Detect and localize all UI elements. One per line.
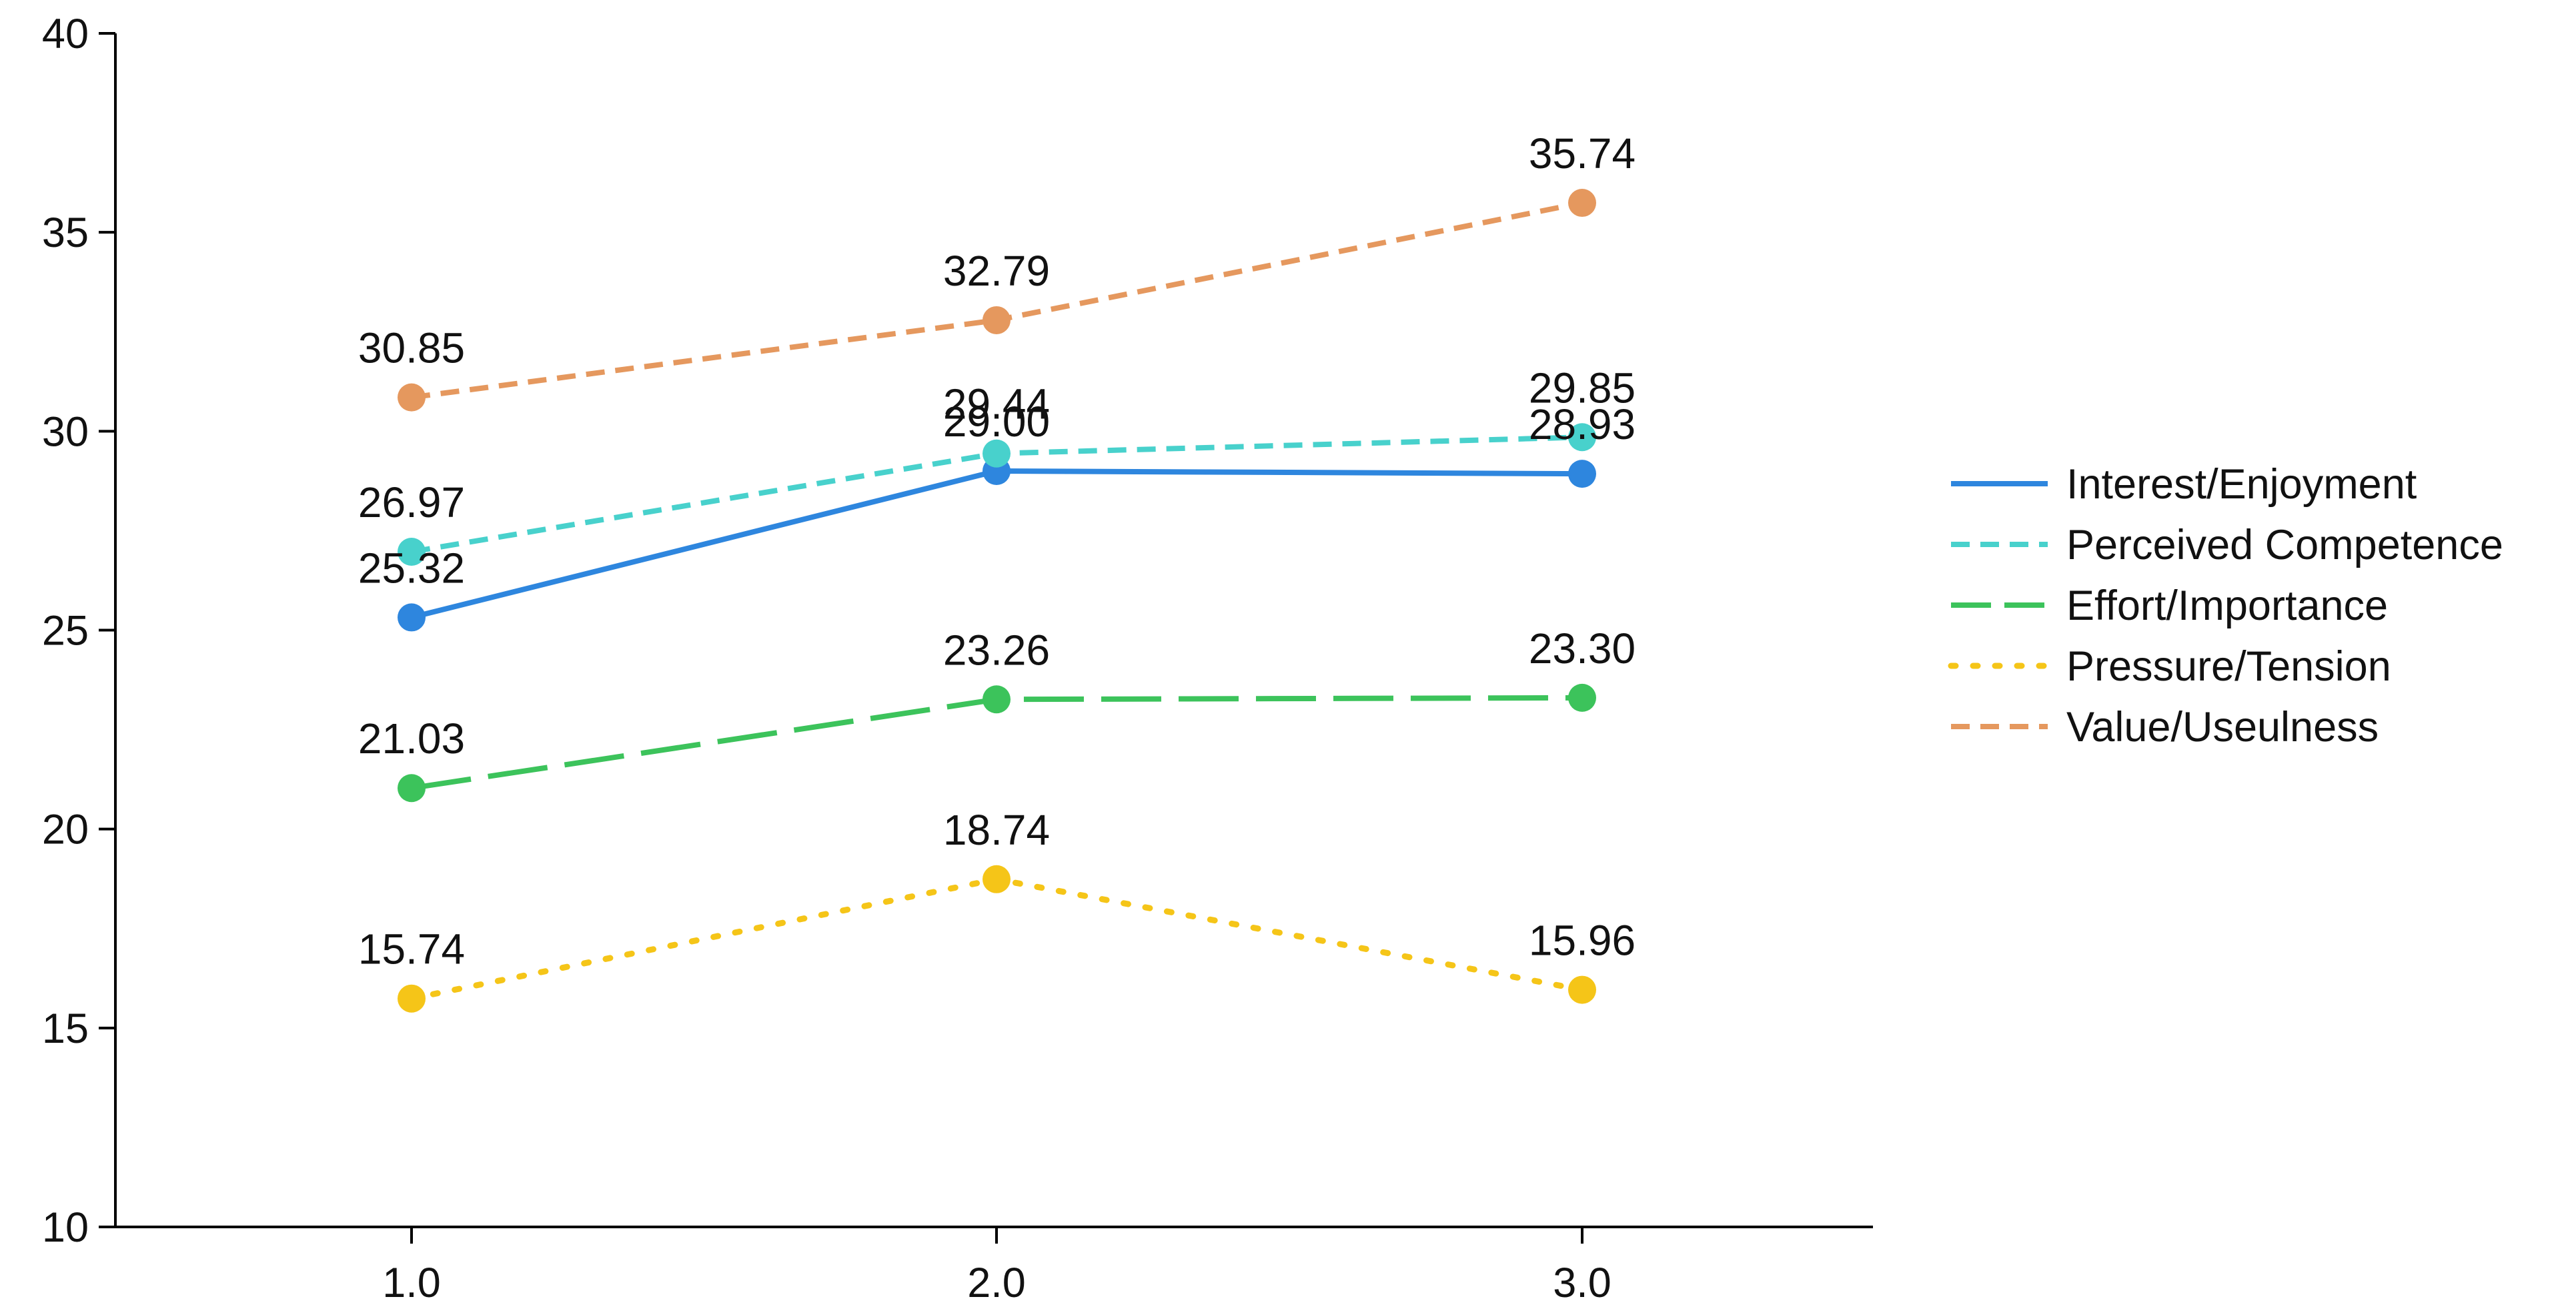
data-label: 29.00 [943,398,1050,446]
series-2 [398,423,1596,566]
x-tick-label: 3.0 [1553,1260,1612,1306]
data-label: 15.96 [1529,917,1636,965]
series-3 [398,683,1596,803]
y-tick-label: 40 [42,11,89,57]
data-label: 26.97 [358,478,465,526]
data-point [983,306,1011,334]
data-point [983,439,1011,468]
x-tick-label: 2.0 [967,1260,1026,1306]
data-label: 28.93 [1529,400,1636,448]
legend-item: Value/Useulness [1951,704,2379,751]
legend-label: Interest/Enjoyment [2066,461,2417,508]
legend-label: Pressure/Tension [2066,643,2391,690]
data-point [1568,683,1596,712]
series-4 [398,865,1596,1013]
data-point [983,685,1011,714]
series-line [408,876,1585,1002]
data-point [398,984,426,1013]
data-point [983,865,1011,893]
legend-item: Perceived Competence [1951,522,2503,568]
data-label: 15.74 [358,925,465,973]
y-tick-label: 15 [42,1005,89,1052]
y-tick-label: 30 [42,408,89,455]
data-label: 29.85 [1529,364,1636,412]
x-tick-label: 1.0 [382,1260,441,1306]
series-line [411,200,1583,400]
data-label: 29.44 [943,380,1050,428]
data-point [398,383,426,412]
data-label: 25.32 [358,544,465,592]
data-labels: 25.32 29.00 28.93 26.97 29.44 29.85 21.03 23.26… [358,129,1636,973]
data-point [1568,423,1596,452]
data-point [1568,189,1596,217]
data-label: 32.79 [943,247,1050,295]
legend: Interest/Enjoyment Perceived Competence Ef… [1948,461,2503,751]
data-point [398,603,426,632]
series-5 [398,189,1596,412]
y-tick-label: 25 [42,608,89,654]
legend-label: Value/Useulness [2066,704,2379,751]
series-line [411,468,1583,620]
legend-item: Pressure/Tension [1948,643,2391,690]
data-label: 21.03 [358,715,465,763]
y-tick-label: 10 [42,1204,89,1251]
data-point [398,774,426,803]
series-1 [398,456,1596,632]
data-label: 35.74 [1529,129,1636,177]
data-point [1568,460,1596,488]
y-tick-label: 20 [42,807,89,853]
legend-item: Effort/Importance [1951,582,2388,629]
legend-label: Effort/Importance [2066,582,2388,629]
axes: 10 15 20 25 30 35 40 1.0 2.0 3.0 [42,11,1873,1306]
y-tick-label: 35 [42,209,89,256]
data-label: 30.85 [358,324,465,372]
data-label: 23.30 [1529,624,1636,673]
data-point [1568,975,1596,1004]
data-label: 23.26 [943,626,1050,674]
legend-label: Perceived Competence [2066,522,2503,568]
series-layer [398,189,1596,1013]
data-label: 18.74 [943,806,1050,854]
data-point [398,538,426,566]
legend-item: Interest/Enjoyment [1951,461,2417,508]
